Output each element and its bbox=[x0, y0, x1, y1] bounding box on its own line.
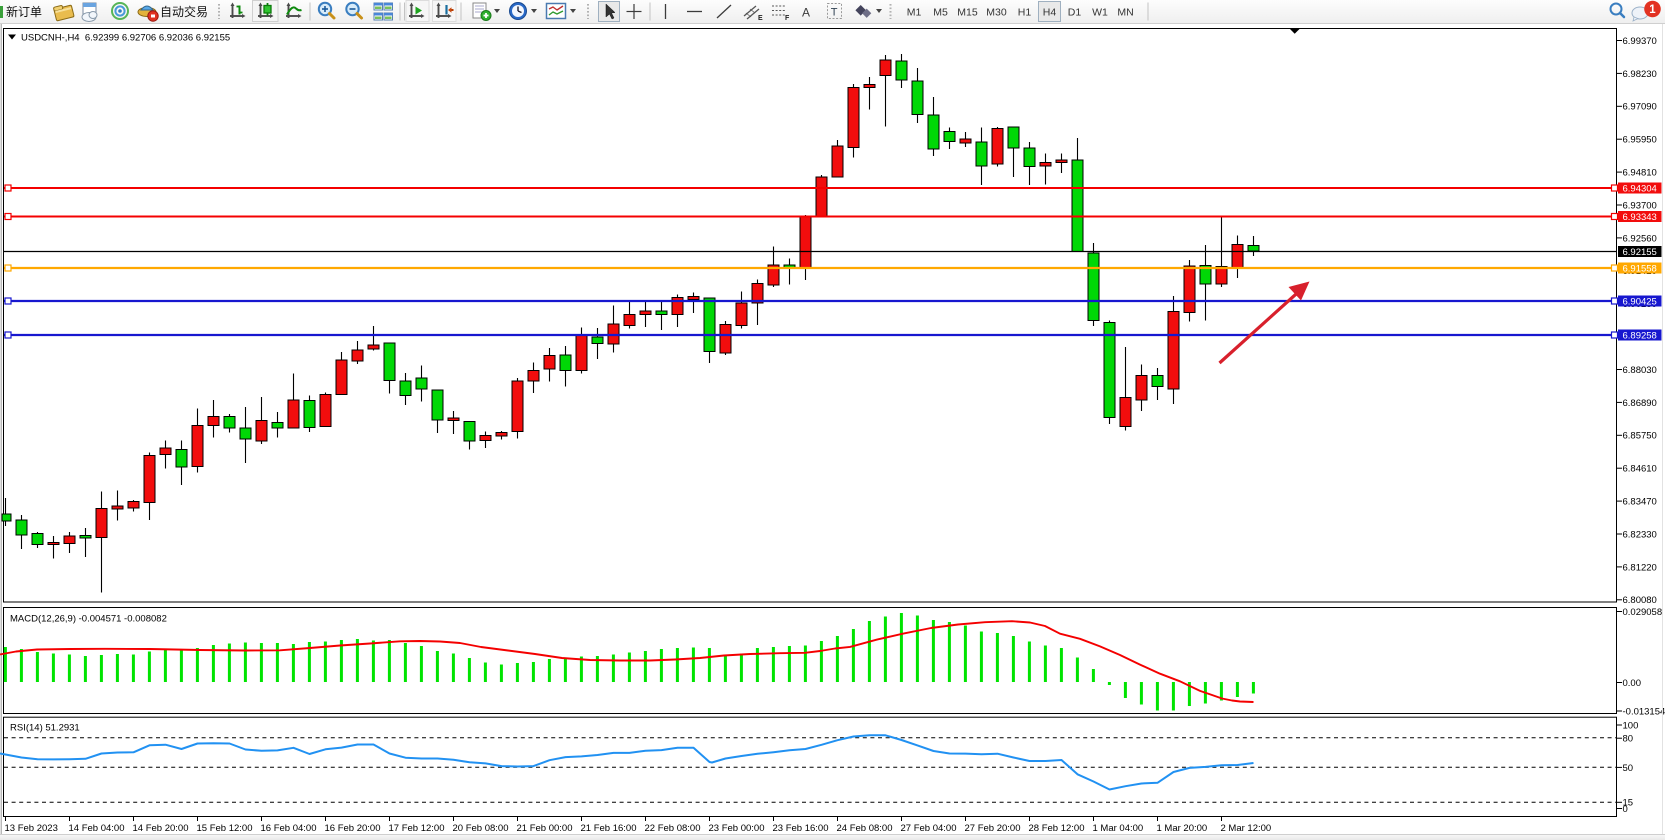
svg-text:6.93700: 6.93700 bbox=[1623, 200, 1657, 211]
svg-text:23 Feb 00:00: 23 Feb 00:00 bbox=[709, 823, 765, 834]
svg-text:13 Feb 2023: 13 Feb 2023 bbox=[5, 823, 58, 834]
svg-text:6.84610: 6.84610 bbox=[1623, 464, 1657, 475]
svg-text:6.91558: 6.91558 bbox=[1623, 264, 1657, 275]
svg-text:-0.013154: -0.013154 bbox=[1623, 706, 1665, 717]
svg-text:6.92155: 6.92155 bbox=[1623, 247, 1657, 258]
svg-text:自动交易: 自动交易 bbox=[160, 4, 208, 19]
svg-text:MACD(12,26,9) -0.004571 -0.008: MACD(12,26,9) -0.004571 -0.008082 bbox=[10, 614, 167, 625]
svg-text:6.97090: 6.97090 bbox=[1623, 102, 1657, 113]
svg-text:0.00: 0.00 bbox=[1623, 678, 1642, 689]
svg-text:22 Feb 08:00: 22 Feb 08:00 bbox=[645, 823, 701, 834]
svg-text:A: A bbox=[802, 6, 810, 20]
svg-text:80: 80 bbox=[1623, 734, 1634, 745]
svg-text:6.82330: 6.82330 bbox=[1623, 529, 1657, 540]
svg-text:6.80080: 6.80080 bbox=[1623, 595, 1657, 606]
svg-text:新订单: 新订单 bbox=[6, 4, 42, 19]
svg-text:M15: M15 bbox=[957, 7, 978, 19]
svg-text:6.86890: 6.86890 bbox=[1623, 398, 1657, 409]
svg-text:2 Mar 12:00: 2 Mar 12:00 bbox=[1221, 823, 1272, 834]
svg-text:M5: M5 bbox=[933, 7, 948, 19]
svg-text:27 Feb 20:00: 27 Feb 20:00 bbox=[965, 823, 1021, 834]
svg-text:E: E bbox=[758, 15, 763, 22]
svg-text:24 Feb 08:00: 24 Feb 08:00 bbox=[837, 823, 893, 834]
svg-text:M30: M30 bbox=[986, 7, 1007, 19]
svg-text:20 Feb 08:00: 20 Feb 08:00 bbox=[453, 823, 509, 834]
svg-text:D1: D1 bbox=[1068, 7, 1082, 19]
svg-text:H4: H4 bbox=[1043, 7, 1057, 19]
svg-text:14 Feb 20:00: 14 Feb 20:00 bbox=[133, 823, 189, 834]
svg-text:23 Feb 16:00: 23 Feb 16:00 bbox=[773, 823, 829, 834]
svg-text:16 Feb 20:00: 16 Feb 20:00 bbox=[325, 823, 381, 834]
svg-text:6.81220: 6.81220 bbox=[1623, 562, 1657, 573]
svg-text:6.89258: 6.89258 bbox=[1623, 331, 1657, 342]
svg-text:RSI(14) 51.2931: RSI(14) 51.2931 bbox=[10, 723, 80, 734]
svg-text:21 Feb 00:00: 21 Feb 00:00 bbox=[517, 823, 573, 834]
svg-text:F: F bbox=[785, 15, 790, 22]
svg-text:16 Feb 04:00: 16 Feb 04:00 bbox=[261, 823, 317, 834]
svg-text:6.94810: 6.94810 bbox=[1623, 168, 1657, 179]
svg-text:0: 0 bbox=[1623, 804, 1628, 815]
svg-text:15 Feb 12:00: 15 Feb 12:00 bbox=[197, 823, 253, 834]
svg-text:6.93343: 6.93343 bbox=[1623, 212, 1657, 223]
svg-text:T: T bbox=[831, 7, 838, 19]
svg-text:21 Feb 16:00: 21 Feb 16:00 bbox=[581, 823, 637, 834]
svg-text:6.95950: 6.95950 bbox=[1623, 135, 1657, 146]
svg-text:6.99370: 6.99370 bbox=[1623, 36, 1657, 47]
svg-text:50: 50 bbox=[1623, 763, 1634, 774]
svg-text:H1: H1 bbox=[1018, 7, 1032, 19]
svg-text:6.92560: 6.92560 bbox=[1623, 233, 1657, 244]
svg-text:W1: W1 bbox=[1092, 7, 1108, 19]
svg-text:0.029058: 0.029058 bbox=[1623, 607, 1663, 618]
svg-text:6.83470: 6.83470 bbox=[1623, 497, 1657, 508]
svg-text:15: 15 bbox=[1623, 798, 1634, 809]
svg-text:M1: M1 bbox=[907, 7, 922, 19]
svg-text:17 Feb 12:00: 17 Feb 12:00 bbox=[389, 823, 445, 834]
svg-text:6.94304: 6.94304 bbox=[1623, 184, 1657, 195]
svg-text:100: 100 bbox=[1623, 720, 1639, 731]
svg-text:6.85750: 6.85750 bbox=[1623, 431, 1657, 442]
svg-text:1 Mar 04:00: 1 Mar 04:00 bbox=[1093, 823, 1144, 834]
svg-text:USDCNH-,H4 6.92399 6.92706 6.: USDCNH-,H4 6.92399 6.92706 6.92036 6.921… bbox=[21, 33, 230, 44]
svg-text:6.88030: 6.88030 bbox=[1623, 365, 1657, 376]
svg-text:6.90425: 6.90425 bbox=[1623, 297, 1657, 308]
svg-text:14 Feb 04:00: 14 Feb 04:00 bbox=[69, 823, 125, 834]
svg-text:6.98230: 6.98230 bbox=[1623, 69, 1657, 80]
svg-text:27 Feb 04:00: 27 Feb 04:00 bbox=[901, 823, 957, 834]
svg-text:MN: MN bbox=[1117, 7, 1133, 19]
svg-text:28 Feb 12:00: 28 Feb 12:00 bbox=[1029, 823, 1085, 834]
svg-text:1 Mar 20:00: 1 Mar 20:00 bbox=[1157, 823, 1208, 834]
svg-text:1: 1 bbox=[1649, 4, 1656, 16]
